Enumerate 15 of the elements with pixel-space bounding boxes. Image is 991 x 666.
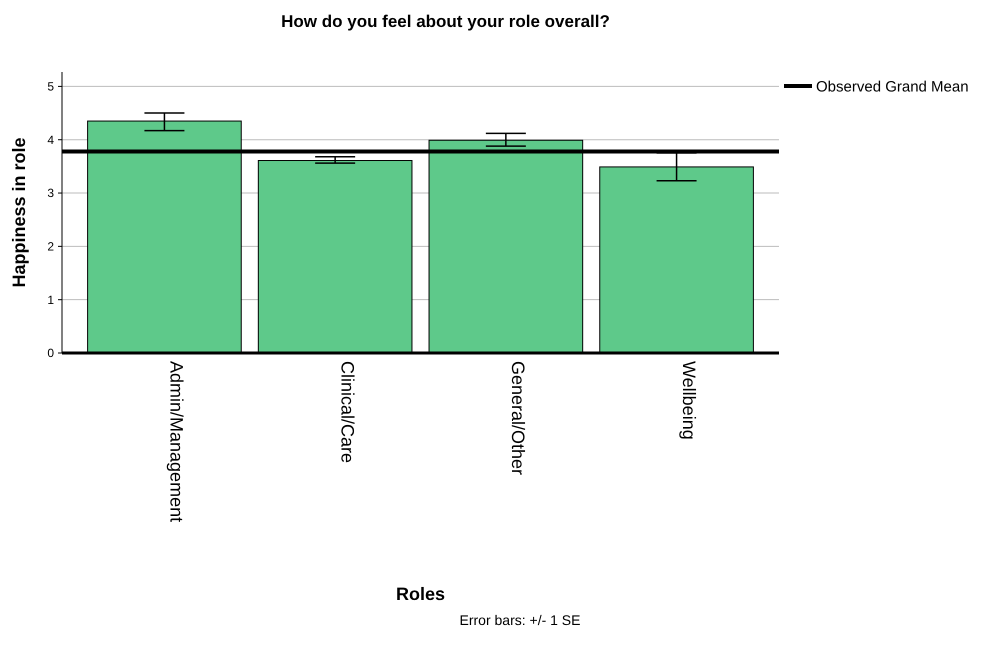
text: Error bars: +/- 1 SE	[460, 612, 580, 628]
x-tick-label: General/Other	[508, 361, 528, 476]
chart-title: How do you feel about your role overall?	[281, 12, 610, 31]
x-tick-label: Admin/Management	[166, 361, 187, 522]
x-axis-title: Roles	[396, 584, 446, 604]
y-tick-label: 0	[47, 346, 54, 360]
legend-label: Observed Grand Mean	[816, 78, 969, 96]
x-tick-label: Clinical/Care	[337, 361, 358, 464]
y-tick-label: 4	[47, 132, 54, 147]
x-tick-label: Wellbeing	[678, 361, 699, 440]
y-tick-label: 2	[47, 240, 54, 254]
y-tick-label: 5	[47, 80, 54, 94]
y-tick-label: 3	[47, 186, 54, 200]
y-tick-label: 1	[47, 292, 54, 307]
y-axis-title: Happiness in role	[9, 137, 29, 288]
